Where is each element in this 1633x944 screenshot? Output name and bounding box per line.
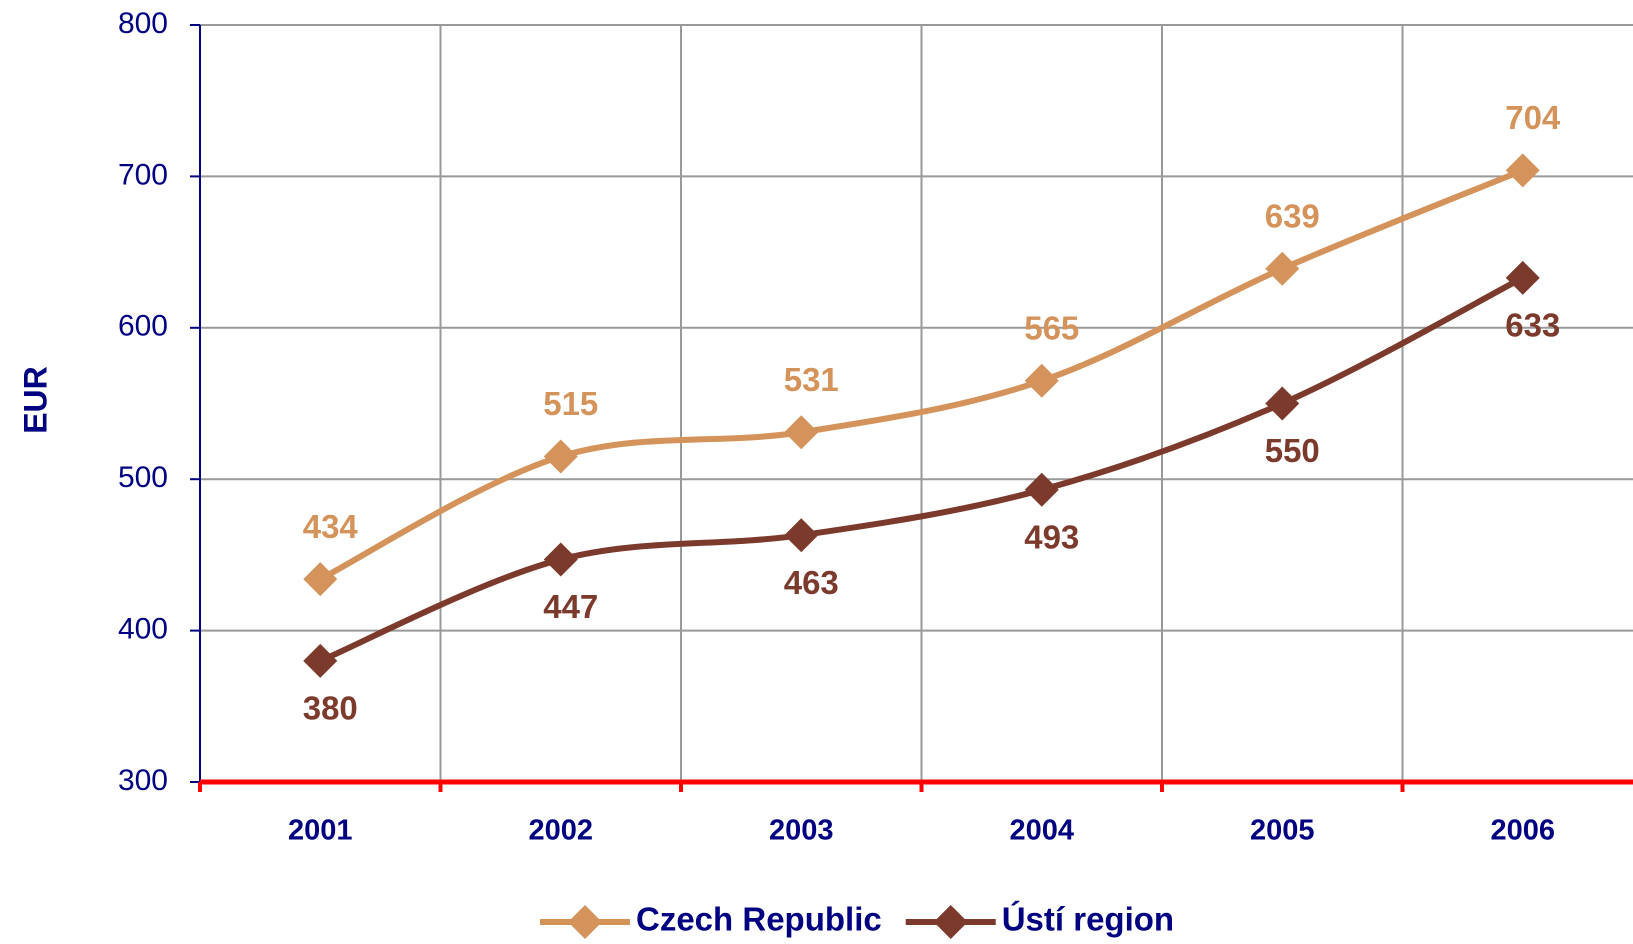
point-marker — [784, 518, 819, 553]
data-label: 493 — [1024, 519, 1079, 556]
data-label: 633 — [1505, 307, 1560, 344]
data-label: 639 — [1265, 197, 1320, 234]
legend-marker — [933, 905, 968, 939]
point-marker — [303, 562, 338, 597]
x-tick-label: 2002 — [528, 815, 593, 847]
data-label: 380 — [303, 690, 358, 727]
y-tick-label: 800 — [118, 7, 168, 40]
legend-marker — [568, 905, 602, 939]
point-marker — [1024, 472, 1059, 507]
y-tick-label: 700 — [118, 158, 168, 191]
data-label: 447 — [543, 588, 598, 625]
point-marker — [1265, 251, 1300, 286]
legend-label: Ústí region — [1002, 901, 1174, 938]
point-marker — [1265, 386, 1300, 421]
point-marker — [1024, 363, 1059, 398]
data-label: 463 — [784, 564, 839, 601]
y-tick-label: 400 — [118, 613, 168, 646]
point-marker — [1505, 260, 1540, 295]
series-line — [319, 275, 1525, 664]
point-marker — [1505, 153, 1540, 188]
point-marker — [303, 643, 338, 678]
legend-label: Czech Republic — [636, 901, 882, 938]
y-tick-label: 500 — [118, 461, 168, 494]
x-tick-label: 2006 — [1490, 815, 1555, 847]
data-label: 565 — [1024, 310, 1079, 347]
y-tick-label: 600 — [118, 310, 168, 343]
point-marker — [543, 439, 578, 474]
y-axis-title: EUR — [17, 366, 53, 434]
x-tick-label: 2004 — [1009, 815, 1074, 847]
point-marker — [543, 542, 578, 577]
x-tick-label: 2005 — [1250, 815, 1315, 847]
data-label: 531 — [784, 361, 839, 398]
series-line — [318, 167, 1524, 582]
data-label: 515 — [543, 385, 598, 422]
x-tick-label: 2003 — [769, 815, 834, 847]
y-tick-label: 300 — [118, 764, 168, 797]
data-label: 434 — [303, 508, 359, 545]
data-label: 550 — [1265, 432, 1320, 469]
data-label: 704 — [1505, 99, 1561, 136]
point-marker — [784, 415, 819, 450]
x-tick-label: 2001 — [288, 815, 353, 847]
